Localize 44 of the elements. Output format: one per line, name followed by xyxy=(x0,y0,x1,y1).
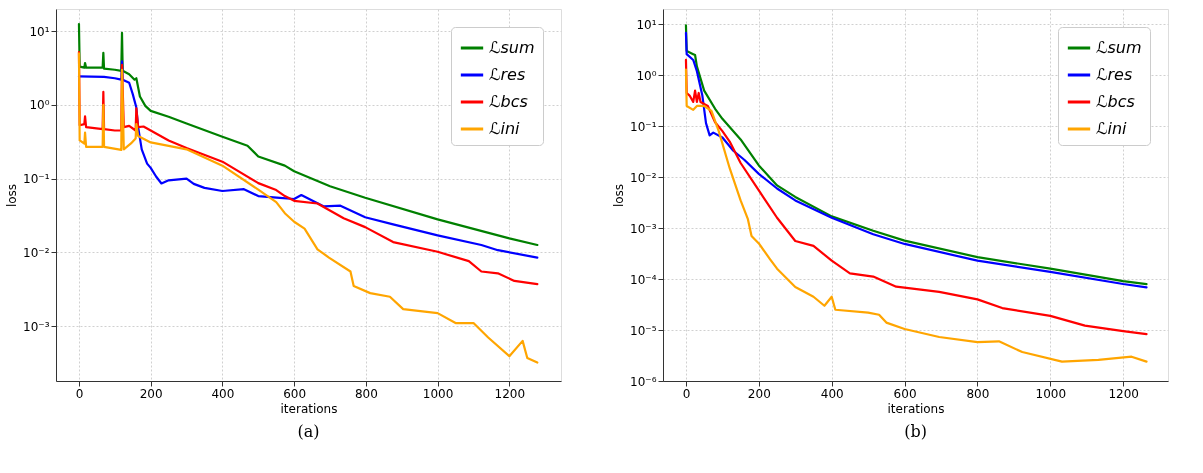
text: (a) xyxy=(297,422,320,441)
y-axis-title: loss xyxy=(5,183,20,208)
y-tick-label: 10⁻¹ xyxy=(23,172,50,187)
line-series xyxy=(77,52,539,364)
text: (b) xyxy=(904,422,927,441)
x-tick-label: 1200 xyxy=(494,386,526,401)
y-tick-label: 10⁻⁶ xyxy=(630,374,657,389)
x-tick-label: 600 xyxy=(893,386,917,401)
legend-label: ℒsum xyxy=(1096,38,1142,57)
y-tick-label: 10⁻⁵ xyxy=(630,323,657,338)
x-tick-label: 1200 xyxy=(1108,386,1139,401)
y-tick-label: 10⁻¹ xyxy=(630,119,657,134)
y-tick-label: 10⁻³ xyxy=(23,319,50,334)
x-axis-title: iterations xyxy=(280,401,338,416)
legend-label: ℒres xyxy=(1096,65,1133,84)
legend-label: ℒsum xyxy=(489,38,535,57)
x-tick-label: 600 xyxy=(283,386,307,401)
x-tick-label: 400 xyxy=(211,386,235,401)
x-tick-label: 200 xyxy=(139,386,163,401)
legend-label: ℒbcs xyxy=(1096,92,1135,111)
x-tick-label: 1000 xyxy=(422,386,454,401)
y-tick-label: 10⁻² xyxy=(630,170,657,185)
y-tick-label: 10⁻³ xyxy=(630,221,657,236)
y-tick-label: 10⁰ xyxy=(29,98,50,113)
y-axis-title: loss xyxy=(612,183,627,208)
y-tick-label: 10⁻⁴ xyxy=(630,272,657,287)
legend-label: ℒres xyxy=(489,65,526,84)
x-tick-label: 400 xyxy=(820,386,844,401)
y-tick-label: 10¹ xyxy=(636,17,657,32)
x-tick-label: 200 xyxy=(747,386,771,401)
x-tick-label: 0 xyxy=(682,386,691,401)
x-tick-label: 800 xyxy=(354,386,378,401)
line-series xyxy=(77,60,539,259)
x-tick-label: 800 xyxy=(966,386,990,401)
legend-label: ℒini xyxy=(489,119,521,138)
y-tick-label: 10⁻² xyxy=(23,245,50,260)
y-tick-label: 10⁰ xyxy=(636,68,657,83)
x-tick-label: 0 xyxy=(75,386,84,401)
line-series xyxy=(77,22,539,247)
y-tick-label: 10¹ xyxy=(29,24,50,39)
legend-label: ℒbcs xyxy=(489,92,528,111)
x-axis-title: iterations xyxy=(887,401,945,416)
legend-label: ℒini xyxy=(1096,119,1128,138)
x-tick-label: 1000 xyxy=(1035,386,1067,401)
